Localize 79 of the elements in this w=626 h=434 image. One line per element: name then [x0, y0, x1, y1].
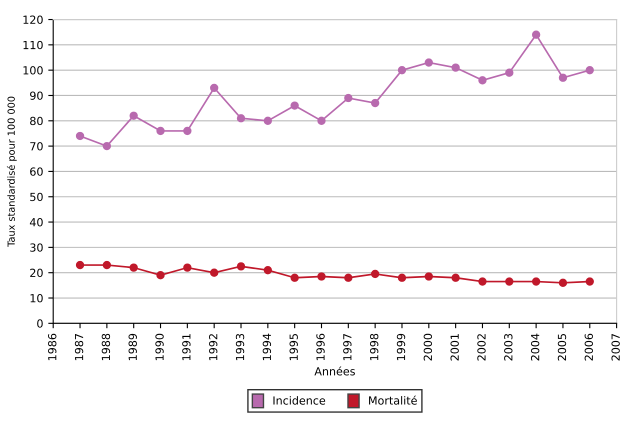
x-tick-label: 2006 — [584, 334, 594, 361]
y-tick-label: 30 — [30, 243, 43, 252]
y-tick-label: 70 — [30, 142, 43, 150]
point — [130, 112, 138, 120]
x-tick-label: 2007 — [611, 334, 620, 361]
point — [398, 66, 406, 74]
point — [290, 101, 299, 110]
point — [478, 277, 487, 286]
point — [290, 274, 299, 282]
point — [370, 98, 380, 108]
y-axis-title: Taux standardisé pour 100 000 — [6, 96, 17, 247]
y-tick-label: 50 — [30, 192, 43, 202]
point — [236, 262, 246, 271]
x-tick-label: 1996 — [316, 334, 325, 360]
point — [424, 58, 433, 67]
point — [398, 274, 406, 282]
x-tick-label: 2000 — [424, 334, 432, 361]
x-tick-label: 2002 — [477, 334, 486, 361]
y-tick-label: 20 — [30, 268, 43, 278]
point — [183, 263, 192, 272]
y-tick-label: 100 — [24, 66, 43, 75]
y-tick-label: 60 — [30, 167, 43, 176]
point — [264, 266, 272, 274]
x-tick-label: 1992 — [209, 334, 218, 360]
point — [424, 272, 433, 281]
point — [344, 274, 352, 282]
point — [532, 30, 540, 39]
point — [76, 260, 84, 270]
y-tick-label: 0 — [37, 319, 43, 328]
legend-label: Incidence — [273, 396, 326, 405]
x-tick-label: 1994 — [262, 334, 272, 360]
point — [558, 278, 568, 287]
x-tick-label: 1986 — [48, 334, 56, 360]
point — [210, 84, 218, 92]
x-tick-label: 1999 — [396, 334, 406, 360]
point — [370, 270, 380, 278]
point — [586, 66, 594, 74]
point — [183, 126, 192, 136]
point — [478, 76, 487, 84]
point — [558, 74, 568, 82]
point — [210, 268, 218, 277]
x-tick-label: 2005 — [558, 334, 566, 361]
point — [505, 277, 514, 286]
y-tick-label: 40 — [30, 218, 43, 226]
point — [130, 263, 138, 272]
y-tick-label: 90 — [30, 91, 43, 100]
x-tick-label: 1997 — [343, 334, 352, 360]
x-tick-label: 1995 — [289, 334, 298, 360]
x-axis-title: Années — [314, 366, 355, 376]
point — [156, 126, 165, 136]
point — [451, 63, 460, 72]
x-tick-label: 2004 — [530, 334, 540, 361]
x-tick-label: 2003 — [504, 334, 513, 361]
y-tick-label: 80 — [30, 116, 43, 126]
x-tick-label: 1990 — [155, 334, 164, 360]
point — [586, 277, 594, 286]
point — [156, 271, 165, 280]
y-tick-label: 110 — [24, 40, 43, 50]
point — [505, 68, 514, 77]
x-tick-label: 1988 — [102, 334, 110, 360]
y-tick-label: 10 — [30, 294, 43, 302]
point — [344, 94, 352, 102]
point — [236, 114, 246, 122]
x-tick-label: 1991 — [182, 334, 191, 360]
legend-label: Mortalité — [369, 396, 417, 405]
x-tick-label: 1993 — [236, 334, 244, 360]
x-tick-label: 1987 — [74, 334, 84, 360]
point — [451, 274, 460, 282]
point — [76, 132, 84, 140]
x-tick-label: 1989 — [128, 334, 137, 360]
x-tick-label: 2001 — [450, 334, 459, 361]
point — [102, 260, 112, 270]
point — [264, 116, 272, 125]
point — [532, 277, 540, 286]
point — [317, 116, 326, 125]
y-tick-label: 120 — [24, 16, 43, 24]
x-tick-label: 1998 — [370, 334, 378, 360]
point — [102, 142, 112, 150]
point — [317, 272, 326, 281]
